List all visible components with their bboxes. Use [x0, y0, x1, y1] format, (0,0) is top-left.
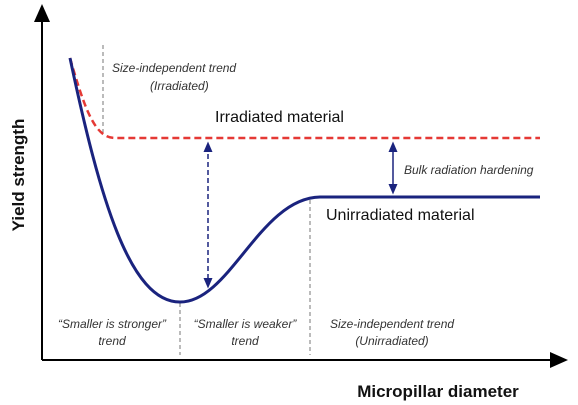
- x-axis-title: Micropillar diameter: [357, 382, 519, 401]
- label: Unirradiated material: [326, 207, 475, 224]
- label: Irradiated material: [215, 109, 344, 126]
- label: “Smaller is weaker”: [194, 317, 298, 331]
- unirradiated-curve: [68, 57, 540, 304]
- label: (Unirradiated): [355, 334, 428, 348]
- y-axis-title: Yield strength: [9, 119, 28, 232]
- label: “Smaller is stronger”: [58, 317, 167, 331]
- label: trend: [98, 334, 126, 348]
- label: Size-independent trend: [330, 317, 454, 331]
- label: Bulk radiation hardening: [404, 163, 534, 177]
- label: Size-independent trend: [112, 61, 236, 75]
- irradiated-curve: [68, 57, 540, 140]
- label: (Irradiated): [150, 79, 209, 93]
- label: trend: [231, 334, 259, 348]
